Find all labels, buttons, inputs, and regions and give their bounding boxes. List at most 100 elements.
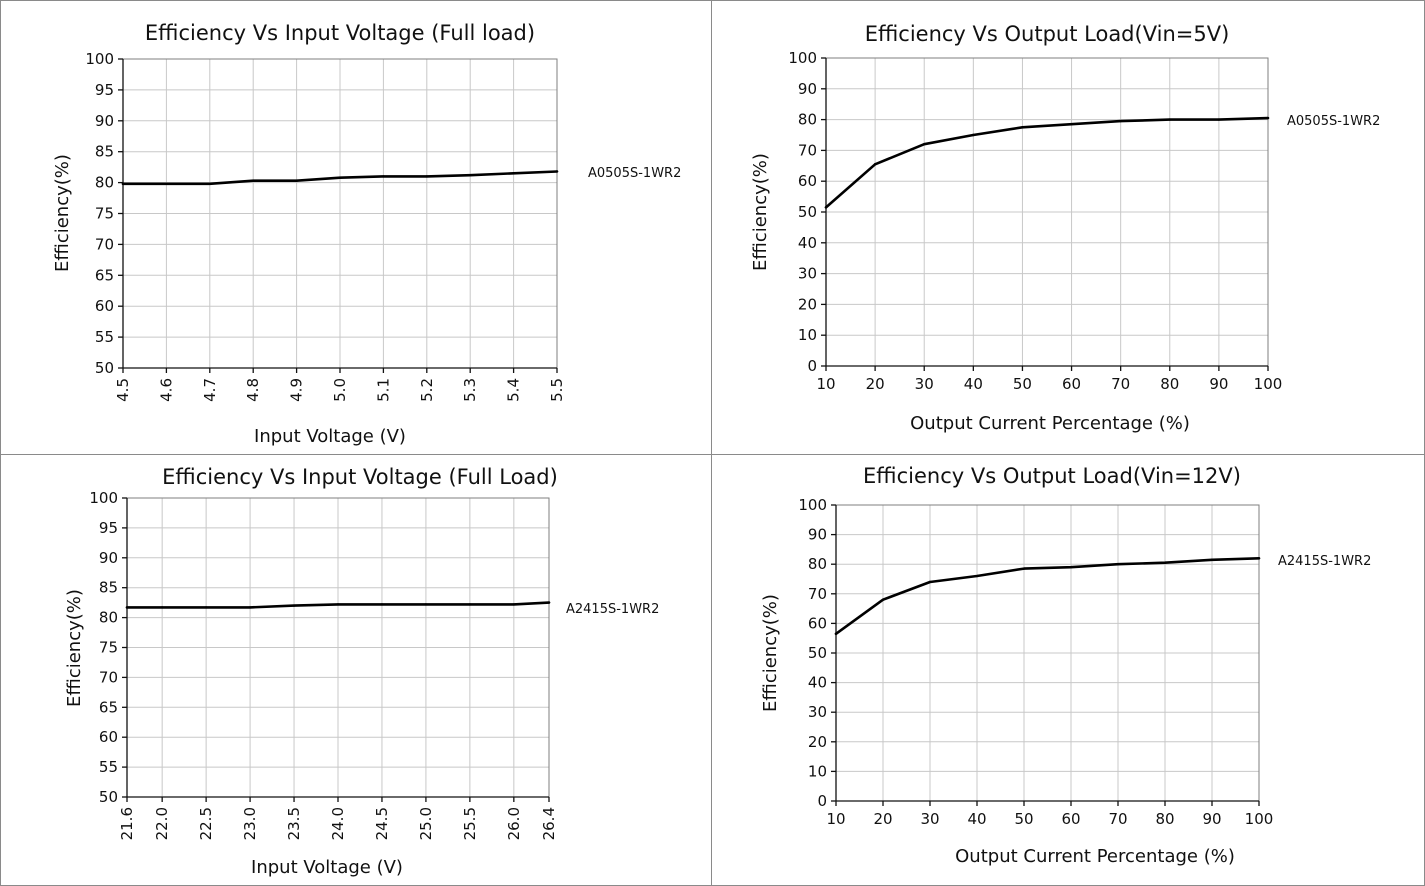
chart-3-y-tick-label: 95 bbox=[99, 519, 118, 537]
chart-3-y-tick-label: 75 bbox=[99, 639, 118, 657]
chart-3-x-tick-label: 23.5 bbox=[285, 807, 303, 840]
cell-top-right bbox=[711, 0, 1425, 455]
chart-1-y-tick-label: 50 bbox=[95, 359, 114, 377]
chart-1-data-point bbox=[512, 172, 515, 175]
chart-4-data-point bbox=[1163, 561, 1167, 564]
chart-4-y-tick-label: 60 bbox=[808, 614, 827, 632]
chart-1-x-tick-label: 4.6 bbox=[157, 378, 175, 402]
chart-2-y-tick-label: 100 bbox=[788, 49, 817, 67]
chart-2-x-tick-label: 90 bbox=[1209, 375, 1228, 393]
chart-4-data-point bbox=[975, 574, 979, 578]
chart-2-x-tick-label: 70 bbox=[1111, 375, 1130, 393]
chart-1-y-axis-label: Efficiency(%) bbox=[52, 154, 73, 272]
chart-2-y-tick-label: 20 bbox=[798, 295, 817, 313]
chart-4-x-tick-label: 50 bbox=[1014, 810, 1033, 828]
chart-3-x-tick-label: 24.0 bbox=[329, 807, 347, 840]
chart-4-y-tick-label: 30 bbox=[808, 703, 827, 721]
chart-4-data-point bbox=[1116, 563, 1120, 566]
chart-2-data-point bbox=[1168, 118, 1171, 121]
chart-1-series-label: A0505S-1WR2 bbox=[588, 166, 681, 181]
chart-2-data-point bbox=[1266, 116, 1270, 120]
chart-1-x-tick-label: 5.4 bbox=[505, 378, 523, 402]
chart-3-y-tick-label: 100 bbox=[89, 489, 118, 507]
chart-4-x-tick-label: 70 bbox=[1108, 810, 1127, 828]
chart-2-data-point bbox=[923, 143, 926, 146]
chart-2-y-tick-label: 0 bbox=[807, 357, 817, 375]
chart-1-x-tick-label: 4.5 bbox=[114, 378, 132, 402]
chart-3-series-label: A2415S-1WR2 bbox=[566, 602, 659, 617]
chart-3-title: Efficiency Vs Input Voltage (Full Load) bbox=[162, 465, 558, 489]
chart-4-data-point bbox=[1210, 558, 1214, 561]
chart-3-y-axis-label: Efficiency(%) bbox=[64, 589, 85, 707]
chart-4-x-tick-label: 60 bbox=[1061, 810, 1080, 828]
chart-4-data-point bbox=[928, 580, 932, 584]
cell-bottom-right bbox=[711, 454, 1425, 886]
chart-4-y-tick-label: 10 bbox=[808, 762, 827, 780]
chart-1-x-tick-label: 5.2 bbox=[418, 378, 436, 402]
chart-3-data-point bbox=[380, 603, 384, 606]
chart-1-data-point bbox=[555, 170, 559, 173]
chart-2-y-tick-label: 10 bbox=[798, 326, 817, 344]
chart-2-x-tick-label: 60 bbox=[1062, 375, 1081, 393]
chart-2-data-point bbox=[972, 133, 975, 137]
chart-2-x-tick-label: 10 bbox=[816, 375, 835, 393]
chart-4-data-point bbox=[1022, 567, 1026, 570]
chart-4-x-tick-label: 80 bbox=[1155, 810, 1174, 828]
chart-2-y-tick-label: 90 bbox=[798, 80, 817, 98]
chart-1-y-tick-label: 95 bbox=[95, 81, 114, 99]
chart-2-x-tick-label: 50 bbox=[1013, 375, 1032, 393]
chart-4-x-tick-label: 20 bbox=[873, 810, 892, 828]
chart-2-x-tick-label: 40 bbox=[964, 375, 983, 393]
cell-bottom-left bbox=[0, 454, 712, 886]
chart-4-title: Efficiency Vs Output Load(Vin=12V) bbox=[863, 464, 1241, 488]
chart-2-data-point bbox=[873, 163, 877, 166]
chart-4-data-point bbox=[834, 632, 838, 635]
chart-3-data-point bbox=[468, 603, 472, 606]
chart-3-data-point bbox=[160, 606, 164, 609]
chart-2-x-tick-label: 100 bbox=[1254, 375, 1283, 393]
chart-2-x-axis-label: Output Current Percentage (%) bbox=[910, 413, 1190, 434]
chart-1-y-tick-label: 90 bbox=[95, 112, 114, 130]
chart-1-data-point bbox=[469, 173, 472, 177]
chart-2-series-line bbox=[824, 116, 1270, 209]
chart-1-y-tick-label: 75 bbox=[95, 205, 114, 223]
chart-4-x-tick-label: 30 bbox=[920, 810, 939, 828]
chart-4-data-point bbox=[881, 598, 885, 601]
chart-2-series-label: A0505S-1WR2 bbox=[1287, 114, 1380, 129]
chart-1-x-tick-label: 4.8 bbox=[244, 378, 262, 402]
chart-1-x-tick-label: 5.5 bbox=[548, 378, 566, 402]
chart-1-data-point bbox=[338, 176, 342, 179]
chart-1-y-tick-label: 70 bbox=[95, 235, 114, 253]
chart-2-x-tick-label: 80 bbox=[1160, 375, 1179, 393]
chart-4-x-tick-label: 90 bbox=[1202, 810, 1221, 828]
chart-3-data-point bbox=[336, 603, 340, 606]
cell-top-left bbox=[0, 0, 712, 455]
chart-2-data-point bbox=[1119, 119, 1122, 123]
chart-1-x-tick-label: 5.0 bbox=[331, 378, 349, 402]
chart-4-data-point bbox=[1069, 565, 1073, 569]
chart-4-series-label: A2415S-1WR2 bbox=[1278, 554, 1371, 569]
chart-1-data-point bbox=[165, 182, 168, 186]
chart-1-x-axis-label: Input Voltage (V) bbox=[254, 426, 406, 447]
chart-1-title: Efficiency Vs Input Voltage (Full load) bbox=[145, 21, 535, 45]
chart-3-x-tick-label: 22.5 bbox=[197, 807, 215, 840]
chart-2-y-axis-label: Efficiency(%) bbox=[750, 153, 771, 271]
chart-1-y-tick-label: 55 bbox=[95, 328, 114, 346]
chart-3-data-point bbox=[125, 606, 129, 609]
chart-2-y-tick-label: 40 bbox=[798, 234, 817, 252]
chart-1-data-point bbox=[208, 182, 211, 186]
chart-4-y-tick-label: 80 bbox=[808, 555, 827, 573]
chart-3-x-tick-label: 23.0 bbox=[241, 807, 259, 840]
chart-3-y-tick-label: 60 bbox=[99, 728, 118, 746]
chart-3-data-point bbox=[512, 603, 516, 606]
chart-3-x-tick-label: 22.0 bbox=[153, 807, 171, 840]
chart-1-data-point bbox=[121, 182, 125, 186]
chart-1-y-tick-label: 80 bbox=[95, 174, 114, 192]
chart-3-data-point bbox=[248, 606, 252, 609]
chart-1-y-tick-label: 100 bbox=[85, 50, 114, 68]
chart-3-y-tick-label: 55 bbox=[99, 758, 118, 776]
chart-3-y-tick-label: 80 bbox=[99, 609, 118, 627]
chart-1-data-point bbox=[295, 179, 298, 182]
chart-4-data-point bbox=[1257, 557, 1261, 560]
chart-4-y-tick-label: 70 bbox=[808, 585, 827, 603]
